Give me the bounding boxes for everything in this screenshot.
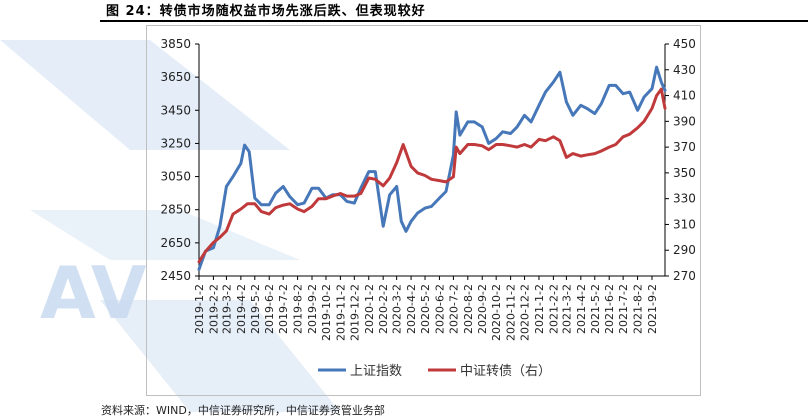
x-tick-label: 2019-9-2 <box>306 284 319 334</box>
y-tick-label-right: 410 <box>673 89 696 103</box>
x-tick-label: 2021-3-2 <box>560 284 573 334</box>
x-tick-label: 2020-1-2 <box>363 284 376 334</box>
y-tick-label-right: 450 <box>673 37 696 51</box>
x-tick-label: 2021-8-2 <box>632 284 645 334</box>
x-tick-label: 2019-12-2 <box>348 284 361 341</box>
x-tick-label: 2020-9-2 <box>476 284 489 334</box>
y-tick-label-right: 370 <box>673 140 696 154</box>
x-tick-label: 2020-6-2 <box>433 284 446 334</box>
y-tick-label-right: 390 <box>673 114 696 128</box>
x-tick-label: 2020-8-2 <box>462 284 475 334</box>
y-tick-label-left: 3850 <box>160 37 191 51</box>
y-tick-label-right: 290 <box>673 243 696 257</box>
y-tick-label-left: 3650 <box>160 70 191 84</box>
series-layer <box>197 65 667 271</box>
x-tick-label: 2021-9-2 <box>646 284 659 334</box>
y-tick-label-right: 310 <box>673 217 696 231</box>
x-tick-label: 2019-6-2 <box>263 284 276 334</box>
y-tick-label-right: 430 <box>673 63 696 77</box>
x-tick-label: 2019-3-2 <box>220 284 233 334</box>
x-tick-label: 2019-1-2 <box>193 284 206 334</box>
x-tick-label: 2019-7-2 <box>277 284 290 334</box>
x-tick-label: 2019-8-2 <box>292 284 305 334</box>
x-tick-label: 2021-6-2 <box>603 284 616 334</box>
x-tick-label: 2020-7-2 <box>447 284 460 334</box>
x-tick-label: 2021-5-2 <box>589 284 602 334</box>
y-tick-label-left: 3050 <box>160 170 191 184</box>
y-tick-label-left: 2850 <box>160 203 191 217</box>
legend-label-1: 上证指数 <box>350 364 402 379</box>
x-tick-label: 2021-1-2 <box>533 284 546 334</box>
legend-label-2: 中证转债（右） <box>460 364 551 379</box>
x-tick-label: 2019-5-2 <box>249 284 262 334</box>
x-tick-label: 2020-2-2 <box>377 284 390 334</box>
series-line-1 <box>197 65 667 271</box>
y-tick-label-left: 3250 <box>160 136 191 150</box>
x-tick-label: 2020-4-2 <box>405 284 418 334</box>
y-tick-label-left: 2650 <box>160 236 191 250</box>
x-tick-label: 2019-2-2 <box>207 284 220 334</box>
x-tick-label: 2019-10-2 <box>320 284 333 341</box>
x-tick-label: 2021-7-2 <box>617 284 630 334</box>
title-underline <box>100 20 808 22</box>
x-tick-label: 2020-11-2 <box>505 284 518 341</box>
x-tick-label: 2020-12-2 <box>519 284 532 341</box>
x-tick-label: 2020-3-2 <box>391 284 404 334</box>
x-tick-label: 2021-2-2 <box>547 284 560 334</box>
x-tick-label: 2019-4-2 <box>235 284 248 334</box>
y-tick-label-left: 2450 <box>160 269 191 283</box>
y-tick-label-left: 3450 <box>160 103 191 117</box>
x-tick-label: 2019-11-2 <box>334 284 347 341</box>
legend: 上证指数 中证转债（右） <box>318 364 551 379</box>
axes-layer: 2450 2650 2850 3050 3250 3450 3650 3850 270 290 31… <box>160 37 695 283</box>
y-tick-label-right: 270 <box>673 269 696 283</box>
x-tick-labels: 2019-1-2 2019-2-2 2019-3-2 2019-4-2 2019-5-2… <box>193 276 659 341</box>
y-tick-label-right: 350 <box>673 166 696 180</box>
y-tick-label-right: 330 <box>673 192 696 206</box>
chart-frame <box>146 25 701 396</box>
figure-title: 图 24：转债市场随权益市场先涨后跌、但表现较好 <box>106 4 426 19</box>
x-tick-label: 2021-4-2 <box>575 284 588 334</box>
series-line-2 <box>197 87 667 264</box>
x-tick-label: 2020-10-2 <box>490 284 503 341</box>
source-note: 资料来源：WIND，中信证券研究所，中信证券资管业务部 <box>101 404 385 417</box>
x-tick-label: 2020-5-2 <box>419 284 432 334</box>
